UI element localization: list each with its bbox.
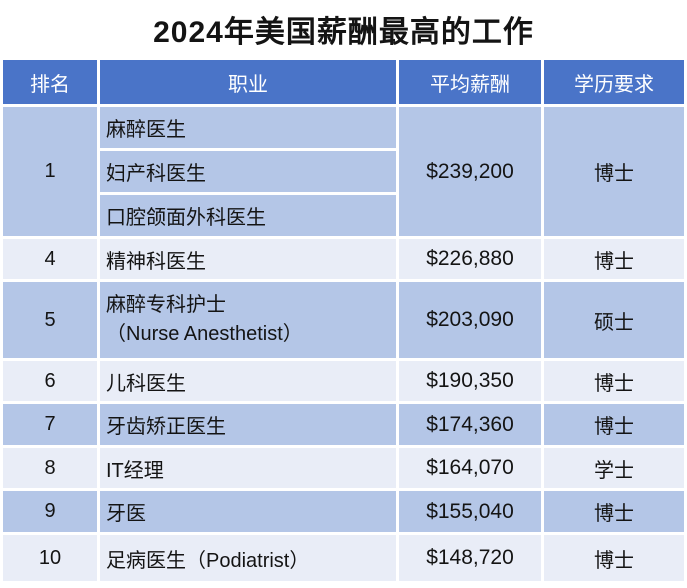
education-cell: 学士 [544, 448, 684, 488]
table-row-rank1: 1 麻醉医生 $239,200 博士 [3, 107, 684, 236]
rank-cell: 4 [3, 239, 97, 279]
table-row-rank10: 10 足病医生（Podiatrist） $148,720 博士 [3, 535, 684, 581]
occupation-line: （Nurse Anesthetist） [106, 323, 303, 345]
salary-cell: $203,090 [399, 282, 541, 358]
salary-table: 排名 职业 平均薪酬 学历要求 1 麻醉医生 $239,200 博士 妇产科医生… [0, 57, 687, 584]
occupation-cell: 麻醉医生 [100, 107, 396, 148]
occupation-cell: 牙齿矫正医生 [100, 404, 396, 445]
education-cell: 博士 [544, 361, 684, 401]
table-row-rank1: 口腔颌面外科医生 [3, 195, 684, 236]
rank-cell: 9 [3, 491, 97, 532]
salary-cell: $148,720 [399, 535, 541, 581]
header-row: 排名 职业 平均薪酬 学历要求 [3, 60, 684, 104]
education-cell: 博士 [544, 239, 684, 279]
table-row-rank4: 4 精神科医生 $226,880 博士 [3, 239, 684, 279]
salary-cell: $190,350 [399, 361, 541, 401]
occupation-cell: 足病医生（Podiatrist） [100, 535, 396, 581]
table-row-rank8: 8 IT经理 $164,070 学士 [3, 448, 684, 488]
salary-cell: $174,360 [399, 404, 541, 445]
rank-cell: 1 [3, 107, 97, 236]
rank-cell: 10 [3, 535, 97, 581]
education-cell: 硕士 [544, 282, 684, 358]
salary-cell: $155,040 [399, 491, 541, 532]
occupation-cell: 精神科医生 [100, 239, 396, 279]
rank-cell: 8 [3, 448, 97, 488]
table-row-rank1: 妇产科医生 [3, 151, 684, 192]
table-row-rank5: 5 麻醉专科护士 （Nurse Anesthetist） $203,090 硕士 [3, 282, 684, 358]
occupation-cell: 麻醉专科护士 （Nurse Anesthetist） [100, 282, 396, 358]
table-row-rank7: 7 牙齿矫正医生 $174,360 博士 [3, 404, 684, 445]
page-title: 2024年美国薪酬最高的工作 [153, 15, 534, 49]
occupation-cell: IT经理 [100, 448, 396, 488]
table-row-rank9: 9 牙医 $155,040 博士 [3, 491, 684, 532]
occupation-cell: 妇产科医生 [100, 151, 396, 192]
column-header-rank: 排名 [3, 60, 97, 104]
occupation-cell: 儿科医生 [100, 361, 396, 401]
education-cell: 博士 [544, 491, 684, 532]
education-cell: 博士 [544, 107, 684, 236]
column-header-salary: 平均薪酬 [399, 60, 541, 104]
salary-cell: $226,880 [399, 239, 541, 279]
rank-cell: 7 [3, 404, 97, 445]
occupation-cell: 口腔颌面外科医生 [100, 195, 396, 236]
occupation-cell: 牙医 [100, 491, 396, 532]
occupation-line: 麻醉专科护士 [106, 294, 226, 316]
column-header-education: 学历要求 [544, 60, 684, 104]
education-cell: 博士 [544, 404, 684, 445]
salary-cell: $164,070 [399, 448, 541, 488]
rank-cell: 6 [3, 361, 97, 401]
table-row-rank6: 6 儿科医生 $190,350 博士 [3, 361, 684, 401]
salary-cell: $239,200 [399, 107, 541, 236]
education-cell: 博士 [544, 535, 684, 581]
column-header-occupation: 职业 [100, 60, 396, 104]
rank-cell: 5 [3, 282, 97, 358]
